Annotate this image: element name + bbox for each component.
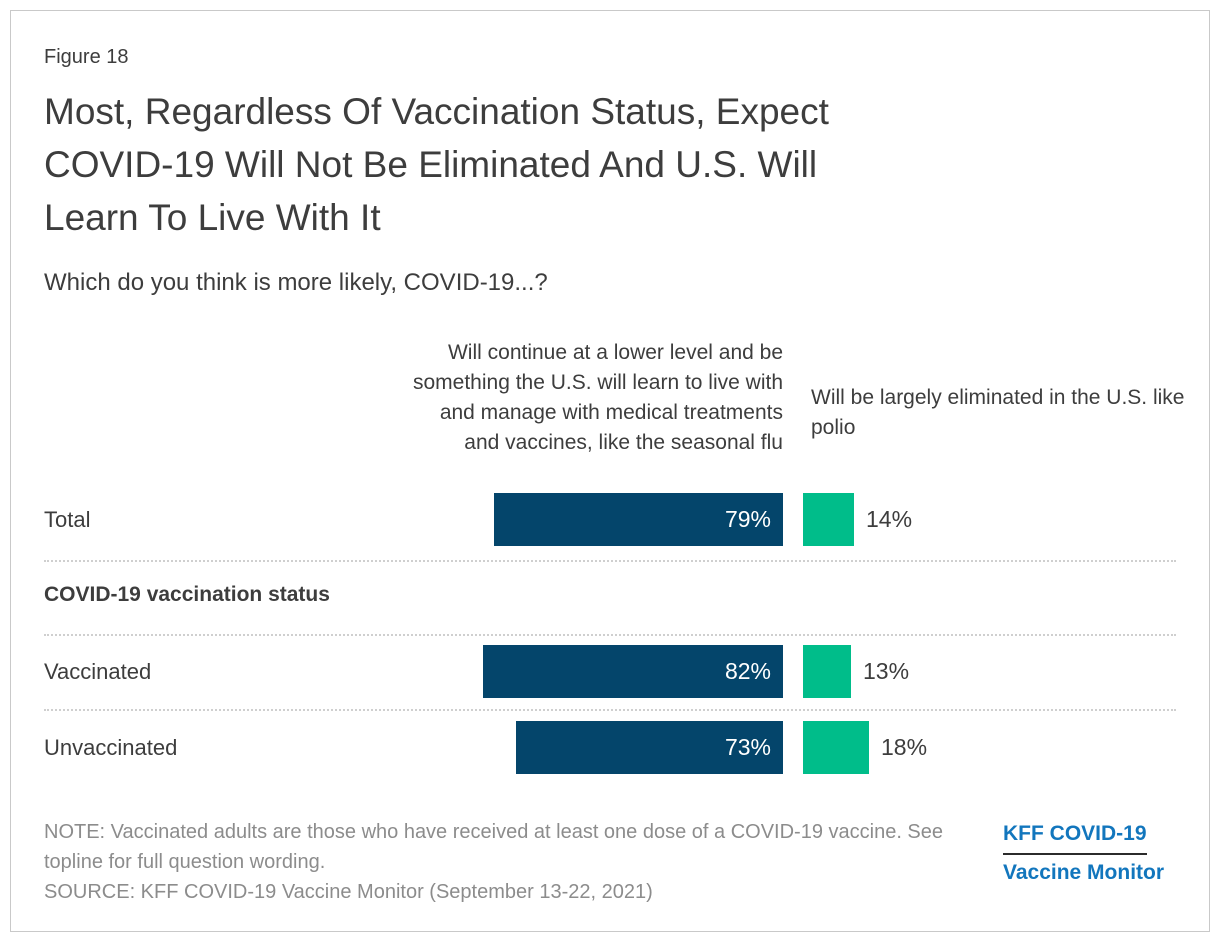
bar-continue-vaccinated: 82% [483, 645, 783, 698]
dotted-separator-2 [44, 634, 1176, 636]
source-text: SOURCE: KFF COVID-19 Vaccine Monitor (Se… [44, 881, 653, 903]
column-header-largely-eliminated: Will be largely eliminated in the U.S. l… [811, 386, 1185, 439]
logo-line-vaccine-monitor: Vaccine Monitor [1003, 861, 1165, 884]
note-text: NOTE: Vaccinated adults are those who ha… [44, 821, 944, 873]
row-label-vaccinated: Vaccinated [44, 659, 152, 684]
table-row-total: Total 79% 14% [11, 493, 1209, 546]
green-bar-track-vaccinated: 13% [803, 645, 909, 698]
table-row-unvaccinated: Unvaccinated 73% 18% [11, 721, 1209, 774]
bar-continue-total: 79% [494, 493, 783, 546]
dotted-separator-3 [44, 709, 1176, 711]
logo-line-kff-covid19: KFF COVID-19 [1003, 822, 1147, 855]
green-bar-track-unvaccinated: 18% [803, 721, 927, 774]
table-row-vaccinated: Vaccinated 82% 13% [11, 645, 1209, 698]
bar-value-continue-vaccinated: 82% [724, 658, 771, 684]
row-label-unvaccinated: Unvaccinated [44, 735, 178, 760]
bar-value-eliminated-vaccinated: 13% [863, 658, 910, 684]
dotted-separator-1 [44, 560, 1176, 562]
navy-bar-track-unvaccinated: 73% [11, 721, 783, 774]
bar-value-continue-unvaccinated: 73% [724, 734, 771, 760]
bar-value-eliminated-unvaccinated: 18% [881, 734, 928, 760]
figure-frame: Figure 18 Most, Regardless Of Vaccinatio… [10, 10, 1210, 932]
bar-eliminated-unvaccinated [803, 721, 869, 774]
column-header-continue-lower-level: Will continue at a lower level and be so… [413, 341, 783, 454]
kff-vaccine-monitor-logo: KFF COVID-19 Vaccine Monitor [1003, 822, 1164, 885]
title-line-3: Learn To Live With It [44, 197, 381, 238]
bar-value-continue-total: 79% [724, 506, 771, 532]
section-heading-vaccination-status: COVID-19 vaccination status [44, 583, 330, 606]
bar-eliminated-vaccinated [803, 645, 851, 698]
bar-eliminated-total [803, 493, 854, 546]
figure-number-label: Figure 18 [44, 46, 129, 68]
navy-bar-track-total: 79% [11, 493, 783, 546]
bar-value-eliminated-total: 14% [866, 506, 913, 532]
row-label-total: Total [44, 507, 91, 532]
chart-subtitle: Which do you think is more likely, COVID… [44, 269, 548, 296]
page-title: Most, Regardless Of Vaccination Status, … [44, 85, 1124, 244]
navy-bar-track-vaccinated: 82% [11, 645, 783, 698]
green-bar-track-total: 14% [803, 493, 912, 546]
bar-continue-unvaccinated: 73% [516, 721, 783, 774]
title-line-1: Most, Regardless Of Vaccination Status, … [44, 91, 829, 132]
title-line-2: COVID-19 Will Not Be Eliminated And U.S.… [44, 144, 818, 185]
